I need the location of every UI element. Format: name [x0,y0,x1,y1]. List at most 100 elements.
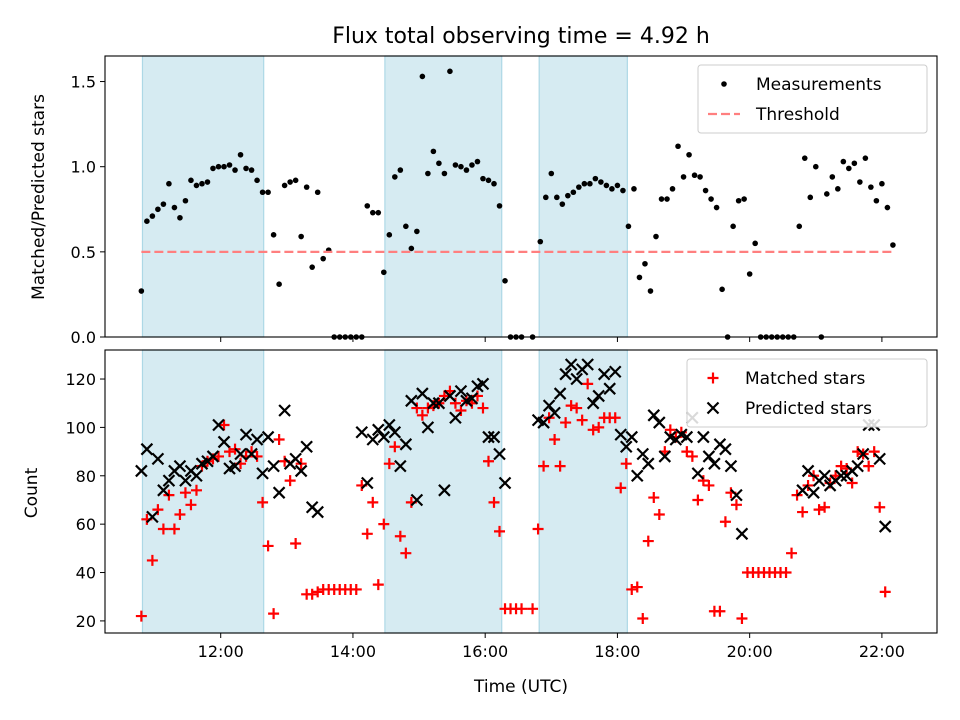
bottom-series-1-point [553,387,567,400]
bottom-series-0-point [350,583,362,595]
bottom-series-0-point [312,586,324,598]
bottom-series-0-point [549,433,561,445]
bottom-series-1-point [653,416,666,429]
bottom-series-1-point [597,367,611,381]
top-series-0-point [609,186,615,192]
top-series-0-point [221,163,227,170]
bottom-series-0-point [560,417,572,429]
top-series-0-point [160,201,167,207]
top-series-0-point [697,174,703,180]
top-series-0-point [182,197,189,204]
top-series-0-point [292,177,299,184]
top-series-0-point [884,204,891,211]
bottom-series-0-point [290,538,302,550]
bottom-series-1-point [388,425,402,439]
top-series-0-point [812,163,819,170]
top-series-0-point [548,170,555,177]
top-series-0-point [890,242,896,248]
bottom-series-0-point [383,458,395,470]
bottom-series-1-point [427,396,440,410]
bottom-series-0-point [455,404,467,416]
top-series-0-point [824,191,830,197]
top-series-0-point [270,232,277,238]
x-tick-label: 16:00 [462,642,508,661]
top-y-tick-label: 0.5 [71,243,96,262]
top-series-0-point [248,167,255,173]
top-series-0-point [835,186,841,192]
bottom-series-1-point [416,387,429,400]
top-series-0-point [320,255,326,262]
bottom-series-1-point [603,382,616,395]
bottom-series-1-point [261,430,275,444]
bottom-series-0-point [306,588,318,600]
top-series-0-point [587,180,593,187]
bottom-series-0-point [389,441,401,453]
bottom-series-1-point [294,464,308,478]
top-series-0-point [708,196,714,202]
bottom-series-1-point [724,459,738,473]
bottom-series-1-point [372,423,385,437]
top-series-0-point [807,194,814,201]
top-series-0-point [598,179,604,185]
bottom-series-0-point [174,508,186,520]
bottom-series-0-point [819,501,831,513]
top-series-0-point [559,201,566,207]
top-series-0-point [647,288,654,294]
top-series-0-point [414,228,420,235]
bottom-series-0-point [224,446,236,458]
bottom-series-0-point [367,496,379,508]
bottom-series-0-point [719,516,731,528]
bottom-series-1-point [410,493,424,507]
top-series-0-point [447,68,453,75]
bottom-series-1-point [697,430,710,444]
top-series-0-point [469,162,475,168]
top-series-0-point [226,162,233,168]
top-series-0-point [314,189,321,196]
bottom-series-1-point [366,433,380,446]
top-series-0-point [713,204,720,211]
top-series-0-point [144,218,150,224]
top-series-0-point [680,174,687,180]
top-series-0-point [829,174,836,180]
bottom-series-0-point [527,603,539,615]
top-series-0-point [254,177,260,184]
bottom-series-1-point [564,358,578,371]
bottom-series-0-point [257,496,269,508]
top-series-0-point [441,170,448,177]
top-series-0-point [281,182,288,189]
bottom-series-1-point [432,396,446,410]
top-series-0-point [237,151,244,158]
top-series-0-point [746,271,753,277]
bottom-series-0-point [879,586,891,598]
bottom-series-0-point [394,530,406,542]
bottom-series-1-point [465,392,479,405]
bottom-series-0-point [813,504,825,516]
top-series-0-point [636,274,643,281]
top-series-0-point [452,162,459,168]
top-series-0-point [840,158,847,165]
top-legend-swatch [721,81,727,87]
top-series-0-point [879,180,885,187]
bottom-series-0-point [152,504,164,516]
bottom-series-0-point [648,492,660,504]
bottom-series-0-point [554,460,566,472]
top-series-0-point [862,155,869,161]
top-series-0-point [177,214,183,221]
bottom-series-1-point [157,484,170,497]
bottom-series-0-point [609,412,621,424]
bottom-series-0-point [378,518,390,530]
bottom-y-tick-label: 60 [76,515,96,534]
top-series-0-point [287,179,293,185]
bottom-series-1-point [702,450,716,463]
top-series-0-point [392,174,398,180]
bottom-series-1-point [608,365,622,379]
bottom-series-0-point [714,605,726,617]
top-legend-label: Measurements [756,75,882,95]
top-series-0-point [298,233,304,240]
bottom-legend-label: Predicted stars [745,399,872,419]
top-series-0-point [502,278,508,284]
top-series-0-point [403,223,409,230]
top-series-0-point [149,213,156,219]
bottom-series-0-point [438,390,450,402]
top-series-0-point [276,281,282,288]
